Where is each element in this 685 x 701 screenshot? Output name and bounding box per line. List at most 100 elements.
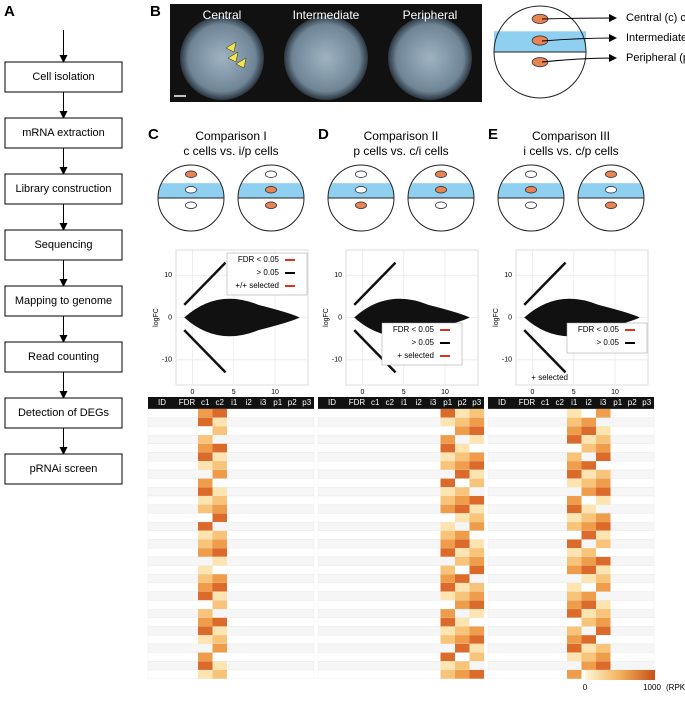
heat-cell [567,652,582,662]
workflow-step: Detection of DEGs [18,407,110,419]
panel-label: C [148,126,159,143]
heat-cell [212,409,227,418]
heat-cell [567,539,582,549]
heat-cell [212,539,227,549]
heat-cell [440,443,455,453]
heat-cell [567,600,582,610]
cell-region [184,201,198,209]
x-tick-label: 10 [441,389,449,396]
heat-cell [212,635,227,644]
table-row [147,495,315,505]
heat-cell [567,513,582,523]
y-axis-label: logFC [323,308,330,327]
heat-cell [469,522,484,531]
heat-cell [596,574,611,583]
heat-cell [440,591,455,601]
x-tick-label: 0 [191,389,195,396]
heat-cell [567,609,582,618]
table-row [147,635,315,645]
pointer [541,14,617,23]
table-row [487,661,655,671]
table-row [147,504,315,514]
table-header: c1 [201,398,210,407]
heat-cell [212,443,227,453]
heat-cell [581,661,596,670]
heat-cell [455,487,470,496]
heat-cell [596,443,611,453]
workflow-step: mRNA extraction [22,127,105,139]
cell-region [604,186,618,194]
table-row [147,565,315,575]
legend-label: FDR < 0.05 [393,325,435,334]
comparison-subtitle: i cells vs. c/p cells [523,144,618,158]
heat-cell [581,643,596,653]
heat-cell [581,617,596,627]
table-row [147,443,315,453]
dish-image [388,16,472,100]
heat-cell [567,643,582,653]
table-row [147,661,315,671]
heat-cell [212,643,227,653]
workflow-step: Sequencing [34,239,92,251]
heat-cell [469,626,484,636]
comparison-title: Comparison I [195,129,266,143]
trend-upper [183,261,227,306]
legend-label: + selected [397,351,434,360]
table-header: p2 [288,398,297,407]
heat-cell [567,635,582,644]
dish-image [284,16,368,100]
table-row [147,617,315,627]
heat-cell [567,522,582,531]
heat-cell [581,600,596,610]
cell-region [434,201,448,209]
table-header: p2 [628,398,637,407]
table-header-bg [488,397,654,409]
table-row [147,669,315,679]
heat-cell [440,417,455,427]
table-row [147,478,315,488]
heat-cell [440,496,455,505]
table-header: p1 [443,398,452,407]
heat-cell [198,452,213,462]
table-header: c1 [541,398,550,407]
table-row [147,643,315,653]
x-tick-label: 5 [232,389,236,396]
heat-cell [469,539,484,549]
heat-cell [596,609,611,618]
heat-cell [469,426,484,436]
trend-lower [183,329,227,374]
legend-label: FDR < 0.05 [238,255,280,264]
table-row [147,408,315,418]
heat-cell [440,661,455,670]
heat-cell [469,565,484,575]
x-tick-label: 5 [402,389,406,396]
heat-cell [212,513,227,523]
x-tick-label: 10 [271,389,279,396]
cell-region [264,186,278,194]
arrowhead [235,57,247,69]
table-header: p2 [458,398,467,407]
colorbar [585,670,655,680]
heat-cell [212,591,227,601]
y-tick-label: -10 [502,357,512,364]
legend-label: +/+ selected [235,281,279,290]
table-header-bg [318,397,484,409]
panel-label: E [488,126,498,143]
heat-cell [198,635,213,644]
heat-cell [469,469,484,479]
table-row [487,530,655,540]
heat-cell [455,469,470,479]
table-row [147,487,315,497]
heat-cell [469,583,484,592]
heat-cell [455,626,470,636]
table-row [487,487,655,497]
legend-label: > 0.05 [412,338,435,347]
heat-cell [581,469,596,479]
heat-cell [455,452,470,462]
table-header: i2 [416,398,423,407]
heat-cell [581,461,596,470]
table-header: i2 [586,398,593,407]
heat-cell [596,452,611,462]
heat-cell [469,496,484,505]
heat-cell [596,435,611,444]
